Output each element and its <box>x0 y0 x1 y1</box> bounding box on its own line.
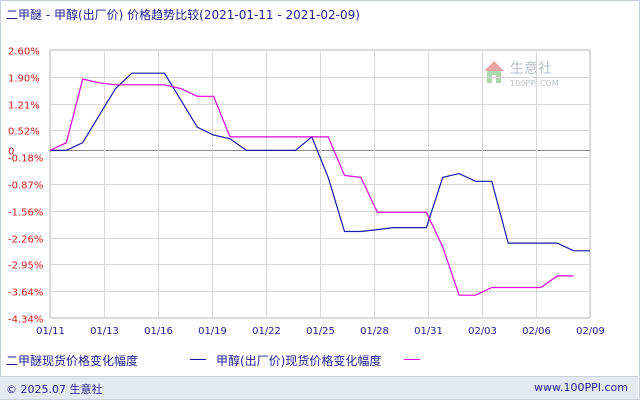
footer-bar: © 2025.07 生意社 www.100PPI.com <box>0 376 638 399</box>
chart-title: 二甲醚 - 甲醇(出厂价) 价格趋势比较(2021-01-11 - 2021-0… <box>6 8 360 22</box>
grid-layer <box>49 49 591 319</box>
watermark-brand: 生意社 <box>510 60 552 77</box>
website-link[interactable]: www.100PPI.com <box>534 381 628 394</box>
y-tick-label: -2.95% <box>8 261 43 272</box>
x-tick-label: 01/19 <box>198 326 227 337</box>
series-line-2 <box>49 78 574 296</box>
x-tick-label: 01/31 <box>414 326 443 337</box>
y-tick-label: 1.21% <box>8 101 40 112</box>
x-tick-label: 01/28 <box>360 326 389 337</box>
series-line-1 <box>50 72 590 252</box>
x-tick-label: 02/06 <box>522 326 551 337</box>
x-tick-label: 02/03 <box>468 326 497 337</box>
x-tick-label: 01/16 <box>144 326 173 337</box>
series-layer <box>49 72 590 296</box>
x-tick-label: 01/13 <box>90 326 119 337</box>
x-axis: 01/11 01/13 01/16 01/19 01/22 01/25 01/28 01/31… <box>36 326 605 337</box>
x-tick-label: 02/09 <box>576 326 605 337</box>
y-tick-label: 0 <box>8 147 14 158</box>
copyright-text: © 2025.07 生意社 <box>6 383 103 396</box>
y-tick-label: 0.52% <box>8 127 40 138</box>
y-tick-label: -4.34% <box>8 315 43 326</box>
x-tick-label: 01/11 <box>36 326 65 337</box>
y-axis: 2.60% 1.90% 1.21% 0.52% 0-0.18% -0.87% -1.56% -… <box>8 47 43 326</box>
legend-swatch-series2 <box>404 359 420 360</box>
y-tick-label: -2.26% <box>8 235 43 246</box>
y-tick-label: 1.90% <box>8 74 40 85</box>
watermark-logo: 生意社 100PPI.COM <box>484 60 559 88</box>
y-tick-label: 2.60% <box>8 47 40 58</box>
legend-label-series1: 二甲醚现货价格变化幅度 <box>6 354 139 368</box>
legend-label-series2: 甲醇(出厂价)现货价格变化幅度 <box>216 354 382 368</box>
x-tick-label: 01/22 <box>252 326 281 337</box>
x-tick-label: 01/25 <box>306 326 335 337</box>
y-tick-label: -1.56% <box>8 208 43 219</box>
y-tick-label: -0.87% <box>8 181 43 192</box>
legend-swatch-series1 <box>190 359 206 360</box>
y-tick-label: -3.64% <box>8 288 43 299</box>
watermark-url: 100PPI.COM <box>510 79 559 88</box>
y-tick-label: -0.18% <box>8 154 43 165</box>
